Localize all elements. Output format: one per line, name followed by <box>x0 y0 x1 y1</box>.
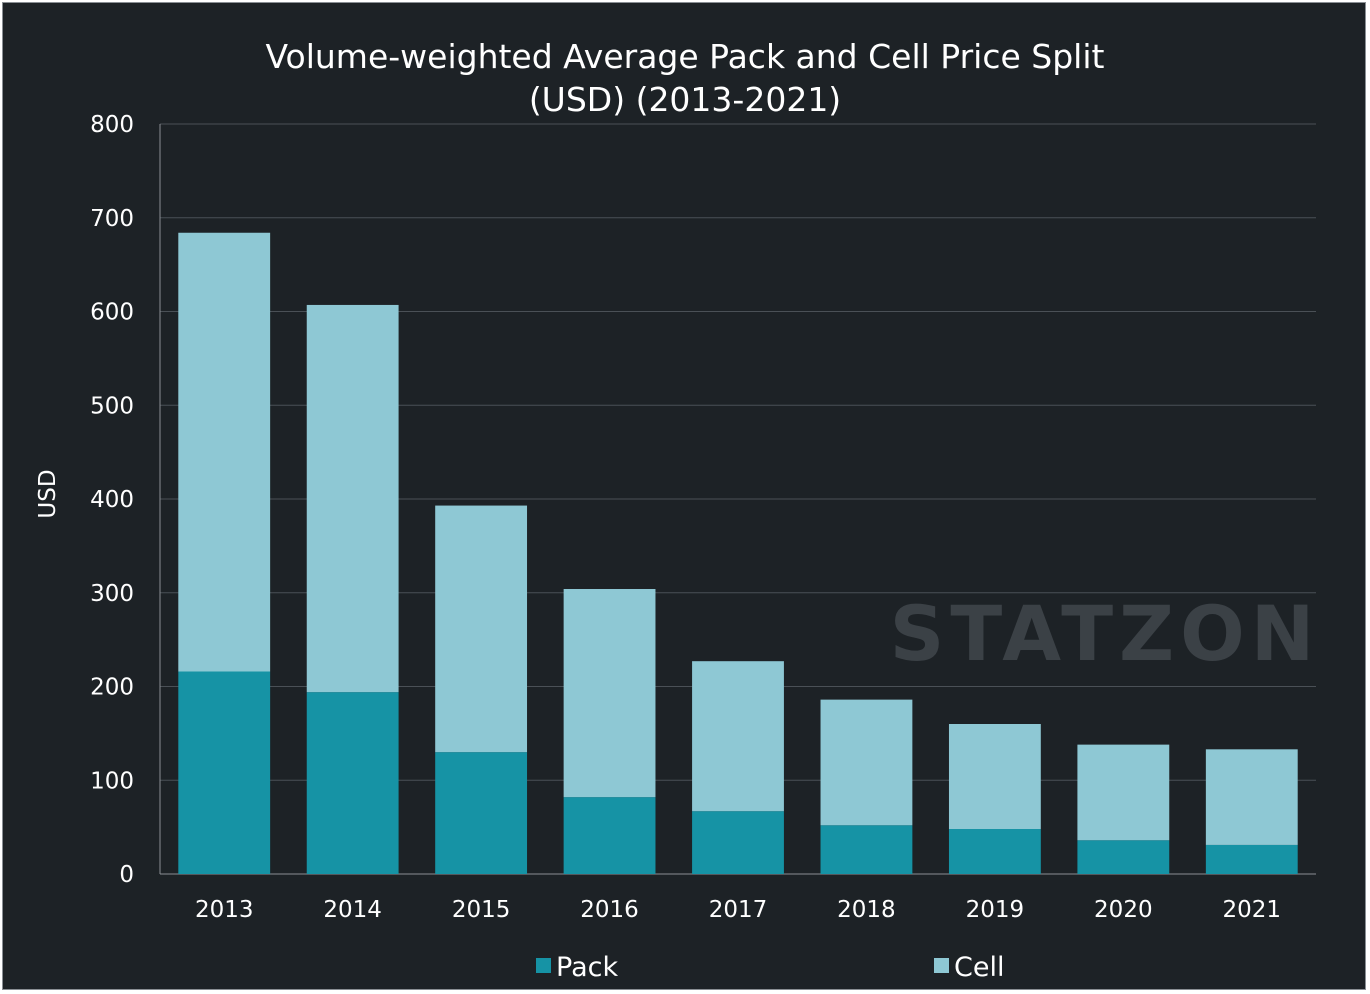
y-axis-label: USD <box>35 469 61 518</box>
bar-cell-2013 <box>178 232 271 672</box>
bar-pack-2020 <box>1077 840 1170 874</box>
bar-pack-2013 <box>178 671 271 874</box>
chart-title-line-2: (USD) (2013-2021) <box>529 80 841 119</box>
x-tick-label-2020: 2020 <box>1094 897 1153 923</box>
legend-swatch-cell <box>934 958 949 973</box>
y-tick-label-800: 800 <box>90 112 134 138</box>
bar-cell-2020 <box>1077 744 1170 841</box>
bar-pack-2021 <box>1205 844 1298 874</box>
bar-cell-2014 <box>306 304 399 693</box>
x-tick-label-2015: 2015 <box>452 897 511 923</box>
y-axis-ticks: 0 100 200 300 400 500 600 700 800 <box>90 112 134 888</box>
bar-pack-2017 <box>692 811 784 874</box>
bar-pack-2014 <box>306 692 399 874</box>
x-tick-label-2019: 2019 <box>966 897 1025 923</box>
bars <box>178 232 1298 874</box>
bar-cell-2015 <box>435 505 528 753</box>
legend-swatch-pack <box>536 958 551 973</box>
legend-label-pack: Pack <box>556 952 618 983</box>
x-tick-label-2016: 2016 <box>580 897 639 923</box>
legend-label-cell: Cell <box>954 952 1004 983</box>
y-tick-label-300: 300 <box>90 581 134 607</box>
bar-cell-2016 <box>563 589 656 798</box>
bar-pack-2015 <box>435 752 528 874</box>
legend: Pack Cell <box>536 952 1004 983</box>
y-tick-label-500: 500 <box>90 393 134 419</box>
y-tick-label-100: 100 <box>90 768 134 794</box>
y-tick-label-600: 600 <box>90 300 134 326</box>
bar-pack-2018 <box>820 825 913 874</box>
x-tick-label-2013: 2013 <box>195 897 254 923</box>
y-tick-label-0: 0 <box>119 862 134 888</box>
x-tick-label-2017: 2017 <box>709 897 768 923</box>
y-tick-label-400: 400 <box>90 487 134 513</box>
chart-title-line-1: Volume-weighted Average Pack and Cell Pr… <box>266 37 1105 76</box>
y-tick-label-200: 200 <box>90 675 134 701</box>
bar-pack-2019 <box>948 829 1041 874</box>
x-tick-label-2014: 2014 <box>323 897 382 923</box>
watermark-text: STATZON <box>890 589 1321 678</box>
y-tick-label-700: 700 <box>90 206 134 232</box>
bar-cell-2018 <box>820 699 913 826</box>
bar-pack-2016 <box>563 797 656 874</box>
bar-cell-2019 <box>948 724 1041 829</box>
x-tick-label-2018: 2018 <box>837 897 896 923</box>
x-axis-ticks: 2013 2014 2015 2016 2017 2018 2019 2020 2021 <box>195 897 1281 923</box>
bar-cell-2021 <box>1205 749 1298 845</box>
x-tick-label-2021: 2021 <box>1223 897 1282 923</box>
watermark-logo: STATZON <box>890 589 1321 678</box>
bar-cell-2017 <box>692 661 784 812</box>
